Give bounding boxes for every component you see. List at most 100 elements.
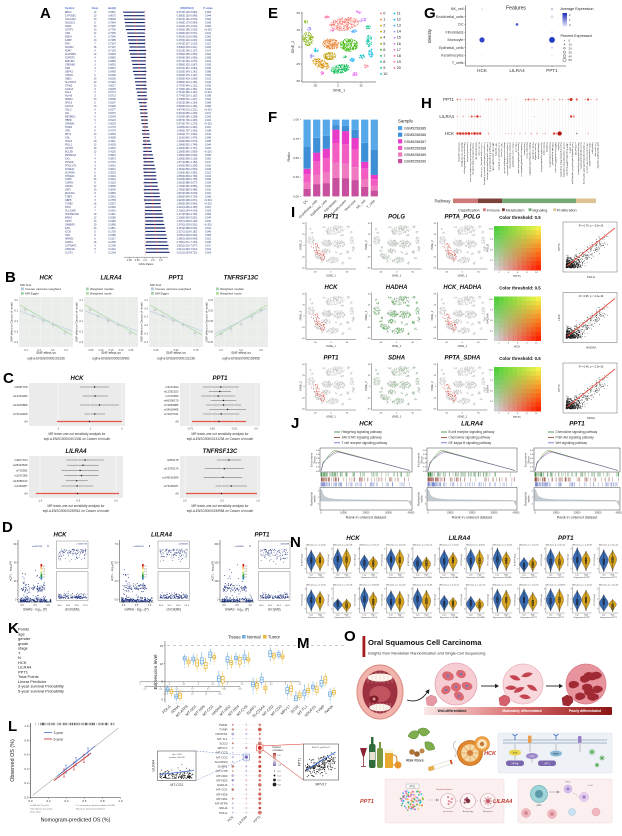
svg-text:rs306488: rs306488 xyxy=(234,545,244,548)
svg-text:-50: -50 xyxy=(433,409,437,411)
svg-text:HADHA: HADHA xyxy=(217,783,228,787)
svg-text:8: 8 xyxy=(94,168,96,171)
svg-text:Rank in ordered dataset: Rank in ordered dataset xyxy=(346,516,387,520)
svg-text:NF-kappa B degradationNF-ka: NF-kappa B degradationNF-ka xyxy=(489,143,492,174)
svg-text:Hedgehog signaling pathwayHedg: Hedgehog signaling pathwayHedgehog sig xyxy=(583,143,586,185)
svg-text:0.5773: 0.5773 xyxy=(108,91,116,94)
svg-text:30: 30 xyxy=(411,342,414,344)
svg-text:LILRA4: LILRA4 xyxy=(493,799,512,805)
svg-text:-25: -25 xyxy=(367,327,371,329)
svg-text:0: 0 xyxy=(285,684,286,686)
svg-text:0.1: 0.1 xyxy=(423,467,427,469)
svg-text:LILRA4: LILRA4 xyxy=(101,276,123,282)
svg-text:0.024: 0.024 xyxy=(205,182,212,185)
svg-text:0.50: 0.50 xyxy=(135,259,140,262)
svg-text:-0.1: -0.1 xyxy=(79,320,84,323)
svg-text:rs6987708: rs6987708 xyxy=(14,385,28,389)
svg-text:SDHA: SDHA xyxy=(219,806,227,810)
svg-text:0.686(0.413-1.139): 0.686(0.413-1.139) xyxy=(177,81,198,84)
svg-text:metric: metric xyxy=(420,495,424,503)
svg-text:Expression of LILRA4: Expression of LILRA4 xyxy=(466,616,484,619)
svg-text:0.3964: 0.3964 xyxy=(108,154,116,157)
svg-text:rs72637911: rs72637911 xyxy=(164,412,179,416)
svg-text:0.044: 0.044 xyxy=(205,39,212,42)
svg-text:1.509(0.882-2.582): 1.509(0.882-2.582) xyxy=(177,171,198,174)
svg-text:20: 20 xyxy=(14,580,17,583)
svg-text:All: All xyxy=(24,420,27,424)
svg-text:Ratio: Ratio xyxy=(286,152,291,162)
svg-text:4: 4 xyxy=(438,548,439,550)
svg-text:Weighted median: Weighted median xyxy=(90,287,114,291)
svg-text:TWNK: TWNK xyxy=(324,704,335,715)
svg-text:0.003: 0.003 xyxy=(205,213,212,216)
svg-text:40: 40 xyxy=(569,54,573,58)
svg-text:Expression of HCK: Expression of HCK xyxy=(308,616,325,619)
svg-text:0.012: 0.012 xyxy=(205,60,212,63)
svg-text:0.2: 0.2 xyxy=(316,462,320,464)
svg-text:0.476(0.223-1.016): 0.476(0.223-1.016) xyxy=(177,39,198,42)
svg-text:2.238(0.992-5.051): 2.238(0.992-5.051) xyxy=(177,217,198,220)
svg-text:NF-kappa B signaling pathway: NF-kappa B signaling pathway xyxy=(449,441,492,445)
svg-text:0.1: 0.1 xyxy=(145,299,149,302)
svg-text:rs12603889: rs12603889 xyxy=(13,403,28,407)
svg-text:-2: -2 xyxy=(57,428,60,431)
svg-text:2: 2 xyxy=(597,558,598,560)
svg-text:EMILIN2: EMILIN2 xyxy=(65,60,75,63)
svg-text:Wnt degradationWnt degradation: Wnt degradationWnt degradation xyxy=(577,143,580,176)
svg-text:20000: 20000 xyxy=(363,512,370,515)
svg-text:0.024: 0.024 xyxy=(205,98,212,101)
svg-text:HBPD: HBPD xyxy=(65,119,72,122)
svg-text:2.451(0.998-6.025): 2.451(0.998-6.025) xyxy=(177,227,198,230)
svg-text:High: High xyxy=(531,614,535,616)
svg-text:0: 0 xyxy=(305,568,306,570)
svg-text:0.0: 0.0 xyxy=(80,309,84,312)
svg-text:NOD-likeNOD-like: NOD-likeNOD-like xyxy=(475,143,477,162)
svg-text:FoxO signaling pathwayFoxO sig: FoxO signaling pathwayFoxO signaling pat xyxy=(571,143,574,185)
svg-text:0: 0 xyxy=(330,413,332,415)
svg-text:0.5029: 0.5029 xyxy=(108,123,116,126)
svg-text:CNTNAP2: CNTNAP2 xyxy=(65,244,77,247)
svg-text:Expression of PPT1: Expression of PPT1 xyxy=(547,616,564,619)
svg-text:0.3: 0.3 xyxy=(51,349,55,352)
svg-text:13: 13 xyxy=(94,98,97,101)
svg-text:40.2: 40.2 xyxy=(268,605,273,607)
svg-text:GSM5258388: GSM5258388 xyxy=(404,146,426,150)
svg-text:Sample: Sample xyxy=(398,119,413,124)
svg-text:0.5: 0.5 xyxy=(235,604,239,607)
svg-text:2: 2 xyxy=(491,558,492,560)
svg-text:High: High xyxy=(451,574,455,576)
svg-text:0: 0 xyxy=(383,12,385,16)
svg-text:High: High xyxy=(398,614,402,616)
svg-text:MT-ND4 (log2): MT-ND4 (log2) xyxy=(541,594,543,606)
svg-text:Total Points: Total Points xyxy=(18,674,39,679)
svg-text:Phagosome degradationPhagos: Phagosome degradationPhagos xyxy=(463,143,466,175)
svg-text:SLCO5C1: SLCO5C1 xyxy=(65,81,77,84)
svg-text:Immune: Immune xyxy=(487,209,500,213)
svg-text:Linear Predictor: Linear Predictor xyxy=(18,679,47,684)
svg-text:0.1984: 0.1984 xyxy=(108,220,116,223)
svg-text:MT-TL1 (log2): MT-TL1 (log2) xyxy=(488,554,490,566)
svg-text:PTGDR: PTGDR xyxy=(65,161,74,164)
svg-text:MT-ND6: MT-ND6 xyxy=(216,792,227,796)
svg-text:Proline degradati: Proline degradati xyxy=(531,143,534,160)
svg-text:0.0: 0.0 xyxy=(114,500,118,503)
svg-text:40: 40 xyxy=(14,562,17,565)
svg-text:2: 2 xyxy=(358,598,359,600)
svg-text:1.866(0.940-3.704): 1.866(0.940-3.704) xyxy=(177,196,198,199)
svg-text:13: 13 xyxy=(94,105,97,108)
svg-text:LysosomeLysosome: LysosomeLysosome xyxy=(466,143,468,164)
svg-text:0.8: 0.8 xyxy=(245,568,247,570)
svg-text:-50: -50 xyxy=(296,79,301,83)
svg-text:1.114(0.841-1.476): 1.114(0.841-1.476) xyxy=(177,137,198,140)
svg-text:0.7849: 0.7849 xyxy=(108,22,116,25)
svg-text:Expression of HCK: Expression of HCK xyxy=(361,616,378,619)
svg-text:4: 4 xyxy=(94,157,96,160)
svg-text:-30: -30 xyxy=(445,413,449,415)
svg-text:NF-kB: NF-kB xyxy=(512,762,519,765)
svg-text:KSR: KSR xyxy=(65,67,70,70)
svg-text:LILRA4: LILRA4 xyxy=(439,114,454,119)
svg-text:0: 0 xyxy=(330,342,332,344)
svg-text:stage: stage xyxy=(18,646,29,651)
svg-text:Pyruvate pathwayPyruvate path: Pyruvate pathwayPyruvate path xyxy=(517,143,520,175)
svg-text:WNK2: WNK2 xyxy=(65,217,73,220)
